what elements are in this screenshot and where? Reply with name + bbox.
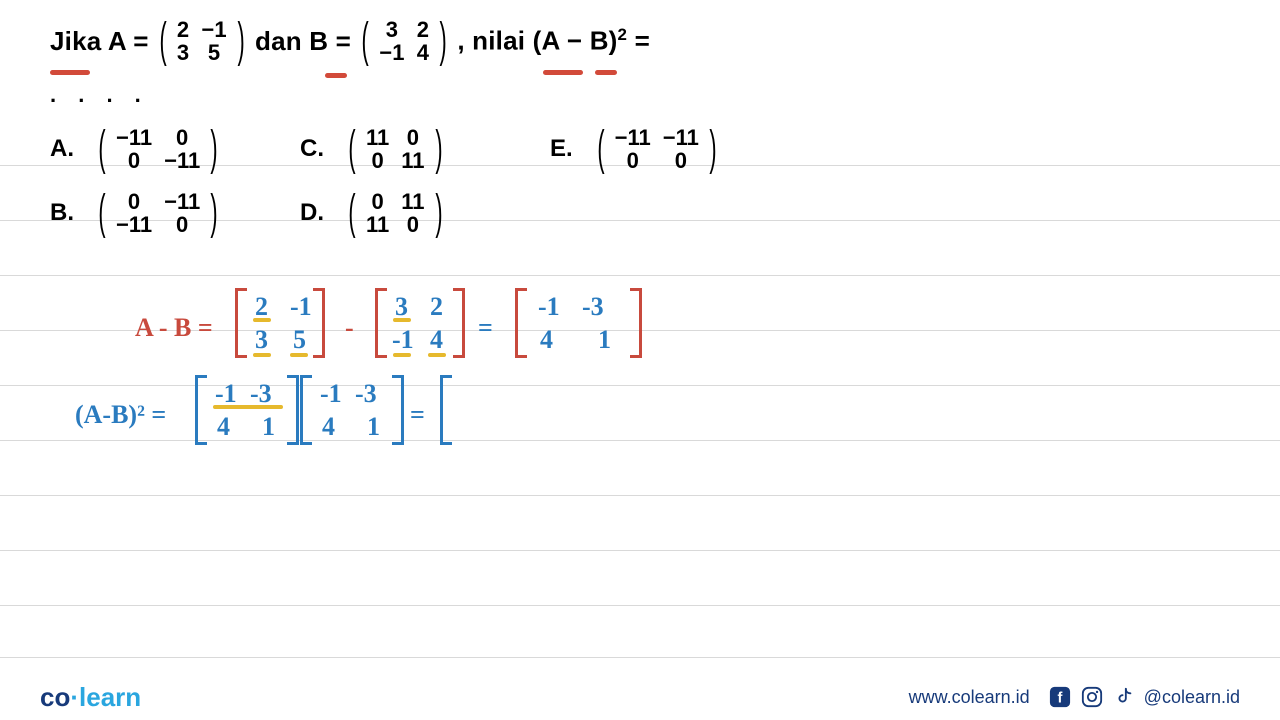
work-cell: 5 [293,325,306,355]
work-cell: 1 [262,412,275,442]
question-mid: dan B = [255,26,351,57]
work-minus: - [345,313,354,343]
page-content: Jika A = ( 23 −15 ) dan B = ( 3−1 24 ) ,… [50,18,1230,237]
work-cell: -1 [320,379,342,409]
work-cell: 4 [540,325,553,355]
underline-annotation [393,353,411,357]
underline-annotation [50,70,90,75]
work-label-2: (A-B)² = [75,400,166,430]
underline-annotation [325,73,347,78]
underline-annotation [595,70,617,75]
instagram-icon [1080,685,1104,709]
brand-logo: co·learn [40,682,141,713]
footer-handle: @colearn.id [1144,687,1240,708]
option-E: E. ( −110 −110 ) [550,126,850,172]
underline-annotation [253,353,271,357]
question-text: Jika A = ( 23 −15 ) dan B = ( 3−1 24 ) ,… [50,18,1230,64]
option-C: C. ( 110 011 ) [300,126,550,172]
underline-annotation [253,318,271,322]
work-cell: 2 [430,292,443,322]
footer-url: www.colearn.id [909,687,1030,708]
work-cell: 1 [598,325,611,355]
underline-annotation [393,318,411,322]
work-cell: 3 [255,325,268,355]
work-eq: = [410,400,425,430]
option-A: A. ( −110 0−11 ) [50,126,300,172]
footer: co·learn www.colearn.id f @colearn.id [0,674,1280,720]
underline-annotation [290,353,308,357]
matrix-A: ( 23 −15 ) [155,18,249,64]
work-cell: 4 [217,412,230,442]
work-cell: -3 [582,292,604,322]
work-cell: -3 [355,379,377,409]
work-cell: -1 [290,292,312,322]
underline-annotation [543,70,583,75]
social-icons: f @colearn.id [1048,685,1240,709]
work-cell: -1 [392,325,414,355]
facebook-icon: f [1048,685,1072,709]
work-cell: 1 [367,412,380,442]
work-label-1: A - B = [135,313,213,343]
work-cell: 4 [430,325,443,355]
matrix-B: ( 3−1 24 ) [357,18,451,64]
svg-text:f: f [1057,691,1062,707]
underline-annotation [213,405,283,409]
work-eq: = [478,313,493,343]
question-prefix: Jika A = [50,26,149,57]
option-B: B. ( 0−11 −110 ) [50,190,300,236]
question-dots: . . . . [50,82,1230,108]
answer-options: A. ( −110 0−11 ) C. ( 110 011 ) E. ( −11… [50,126,1230,236]
question-suffix: , nilai (A − B)2 = [457,25,650,57]
work-cell: -1 [538,292,560,322]
option-D: D. ( 011 110 ) [300,190,550,236]
tiktok-icon [1112,685,1136,709]
underline-annotation [428,353,446,357]
work-cell: 4 [322,412,335,442]
